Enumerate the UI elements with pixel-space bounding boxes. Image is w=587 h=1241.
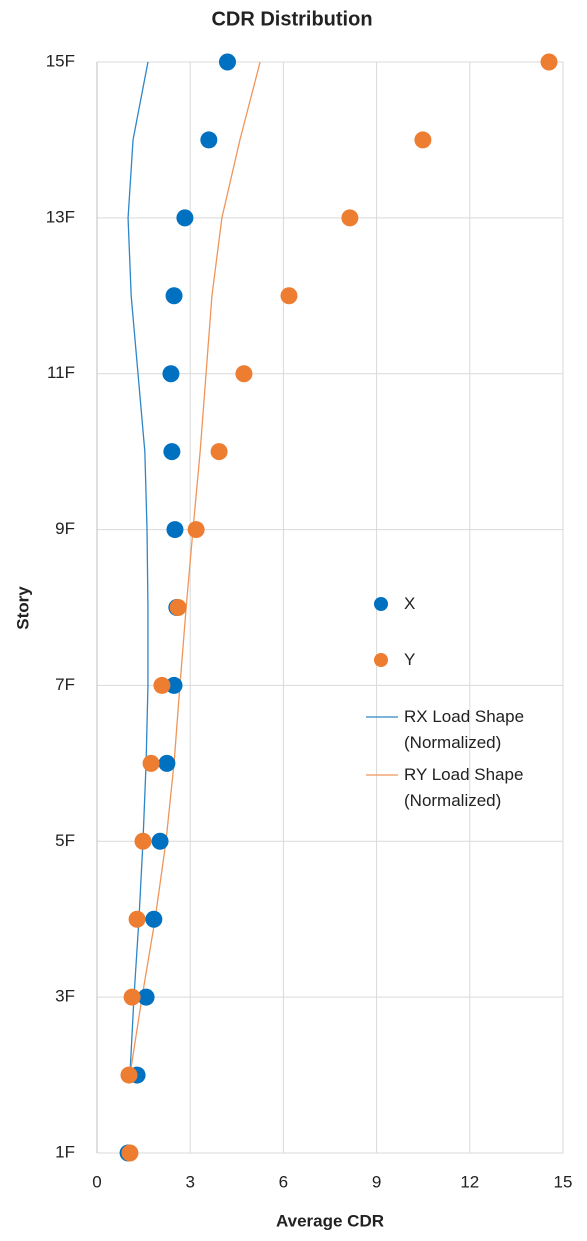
x-tick-label: 0 [92, 1172, 101, 1191]
data-point [137, 988, 155, 1006]
data-point [235, 365, 253, 383]
data-point [121, 1144, 139, 1162]
legend-label: RX Load Shape (Normalized) [404, 707, 525, 752]
data-point [176, 209, 194, 227]
x-tick-label: 3 [185, 1172, 194, 1191]
data-point [218, 53, 236, 71]
x-axis-title: Average CDR [276, 1211, 384, 1230]
y-tick-label: 3F [55, 987, 75, 1006]
y-tick-label: 1F [55, 1142, 75, 1161]
x-tick-label: 12 [460, 1172, 479, 1191]
legend-label: X [404, 594, 416, 613]
x-tick-label: 15 [554, 1172, 573, 1191]
data-point [142, 754, 160, 772]
data-point [158, 754, 176, 772]
y-tick-label: 7F [55, 675, 75, 694]
data-point [200, 131, 218, 149]
data-point [120, 1066, 138, 1084]
data-point [134, 832, 152, 850]
data-point [540, 53, 558, 71]
data-point [187, 521, 205, 539]
data-point [145, 910, 163, 928]
data-point [151, 832, 169, 850]
data-point [166, 521, 184, 539]
chart-title: CDR Distribution [211, 8, 372, 30]
legend-label: RY Load Shape (Normalized) [404, 765, 524, 810]
x-tick-label: 9 [372, 1172, 381, 1191]
data-point [210, 443, 228, 461]
data-point [165, 287, 183, 305]
x-tick-label: 6 [279, 1172, 288, 1191]
data-point [341, 209, 359, 227]
y-tick-label: 9F [55, 519, 75, 538]
y-tick-label: 5F [55, 831, 75, 850]
data-point [123, 988, 141, 1006]
y-tick-label: 15F [46, 51, 75, 70]
load-shape-line [127, 61, 149, 1076]
y-tick-label: 11F [47, 363, 75, 382]
legend-label: Y [404, 650, 416, 669]
y-axis-title: Story [13, 586, 32, 630]
load-shape-line [129, 61, 261, 1076]
legend-marker [374, 597, 388, 611]
data-point [162, 365, 180, 383]
data-point [414, 131, 432, 149]
y-tick-label: 13F [46, 207, 75, 226]
data-point [169, 599, 187, 616]
data-point [165, 676, 183, 694]
data-point [163, 443, 181, 461]
data-point [153, 676, 171, 694]
legend-marker [374, 653, 388, 667]
data-point [280, 287, 298, 305]
data-point [128, 910, 146, 928]
